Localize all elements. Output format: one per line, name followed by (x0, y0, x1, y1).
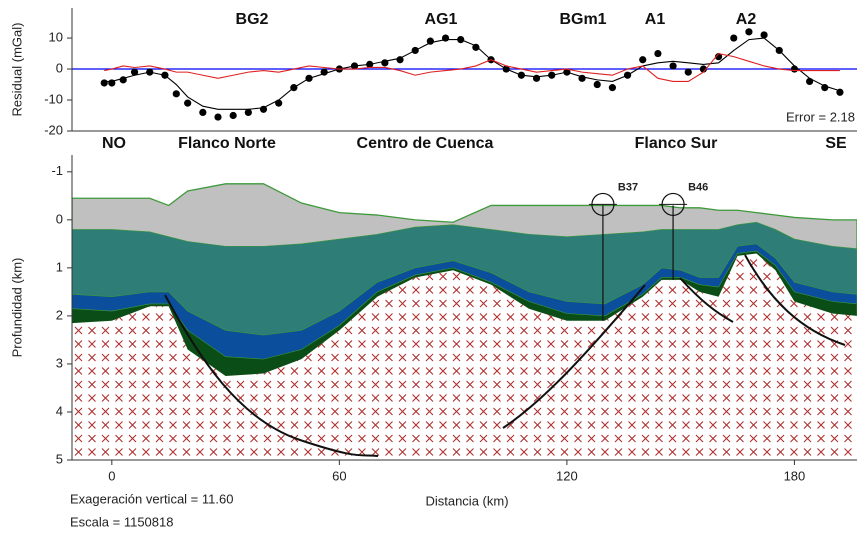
x-tick-label: 180 (784, 468, 806, 483)
observed-point (396, 56, 404, 64)
well-label: B46 (688, 181, 708, 193)
observed-point (730, 34, 738, 42)
y-axis-label: Residual (mGal) (9, 23, 24, 117)
x-tick-label: 60 (332, 468, 346, 483)
y-tick-label: 1 (56, 259, 63, 274)
observed-point (426, 37, 434, 45)
residual-panel: -20 -10 0 10 Residual (mGal) BG2 AG1 BGm1 A1 A2 Er… (9, 8, 857, 137)
annotation: Error = 2.18 (786, 109, 855, 124)
region-label: NO (102, 135, 126, 152)
observed-point (608, 84, 616, 92)
observed-point (244, 108, 252, 117)
series-line (104, 37, 841, 110)
annotation: A1 (645, 11, 666, 28)
x-axis-label: Distancia (km) (425, 493, 508, 508)
y-tick-label: 0 (56, 60, 63, 75)
well-label: B37 (618, 181, 638, 193)
region-label: Flanco Norte (178, 135, 276, 152)
observed-point (684, 68, 692, 76)
observed-point (654, 49, 662, 58)
observed-point (745, 28, 753, 36)
annotation: Escala = 1150818 (70, 514, 173, 529)
y-tick-label: 10 (49, 29, 63, 44)
y-tick-label: 2 (56, 307, 63, 322)
y-axis-label: Profundidad (km) (9, 258, 24, 358)
fault (744, 254, 846, 346)
y-tick-label: 5 (56, 451, 63, 466)
x-tick-label: 120 (556, 468, 578, 483)
fault (679, 277, 734, 323)
observed-point (199, 108, 207, 117)
y-tick-label: 4 (56, 403, 63, 418)
observed-point (593, 80, 601, 89)
layers (72, 183, 857, 460)
observed-point (172, 90, 180, 98)
observed-point (214, 113, 222, 121)
observed-point (821, 84, 829, 92)
region-label: Flanco Sur (635, 135, 718, 152)
x-tick-label: 0 (108, 468, 115, 483)
y-tick-label: -10 (44, 91, 63, 106)
annotation: AG1 (425, 11, 458, 28)
annotation: BGm1 (559, 11, 606, 28)
section-panel: B37 B46 -1 0 1 2 3 4 5 0 60 120 180 Profundidad (km) D… (9, 135, 857, 529)
region-label: Centro de Cuenca (357, 135, 494, 152)
fault (164, 294, 379, 457)
observed-point (532, 74, 541, 82)
observed-point (184, 99, 192, 107)
annotation: BG2 (236, 11, 269, 28)
observed-point (100, 79, 108, 87)
y-tick-label: 3 (56, 355, 63, 370)
observed-point (699, 65, 708, 73)
observed-point (130, 68, 139, 76)
y-tick-label: 0 (56, 211, 63, 226)
observed-point (229, 111, 237, 120)
region-label: SE (825, 135, 847, 152)
observed-point (760, 31, 768, 39)
annotation: Exageración vertical = 11.60 (70, 491, 233, 506)
observed-point (714, 53, 723, 61)
layer (72, 253, 857, 460)
y-tick-label: -1 (51, 163, 63, 178)
fault (502, 284, 646, 429)
observed-point (669, 62, 677, 70)
observed-point (639, 56, 647, 64)
annotation: A2 (736, 11, 757, 28)
series-line (104, 52, 840, 82)
y-tick-label: -20 (44, 122, 63, 137)
